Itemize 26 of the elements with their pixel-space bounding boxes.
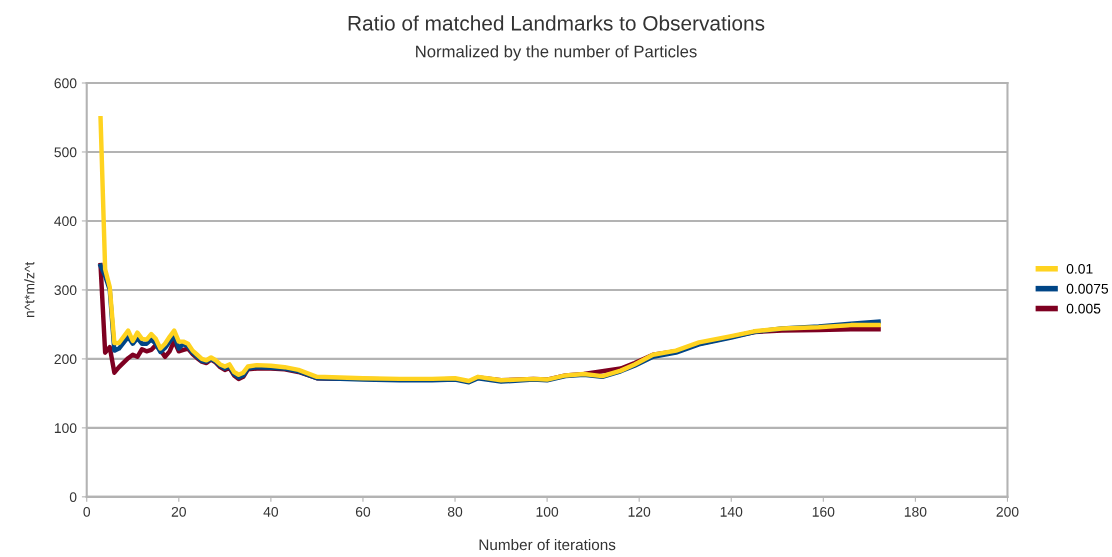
x-tick-label: 120 (628, 506, 651, 517)
x-tick-label: 140 (720, 506, 743, 517)
y-axis-title: n^t*m/z^t (24, 261, 35, 318)
line-series (98, 115, 881, 384)
y-tick-label: 300 (54, 285, 77, 296)
x-tick-label: 80 (447, 506, 463, 517)
y-tick-label: 600 (54, 78, 77, 89)
x-tick-label: 60 (355, 506, 371, 517)
y-tick-label: 400 (54, 216, 77, 227)
x-tick-label: 200 (996, 506, 1019, 517)
x-tick-label: 0 (83, 506, 91, 517)
y-tick-label: 200 (54, 354, 77, 365)
y-tick-label: 0 (69, 492, 77, 503)
legend-label: 0.005 (1066, 303, 1101, 314)
y-tick-label: 100 (54, 423, 77, 434)
x-tick-label: 160 (812, 506, 835, 517)
x-tick-label: 100 (536, 506, 559, 517)
chart-title: Ratio of matched Landmarks to Observations (348, 15, 765, 31)
x-tick-label: 180 (904, 506, 927, 517)
y-tick-label: 500 (54, 147, 77, 158)
legend-label: 0.0075 (1066, 283, 1109, 294)
chart-subtitle: Normalized by the number of Particles (416, 45, 697, 61)
x-tick-label: 20 (171, 506, 186, 517)
x-axis-title: Number of iterations (479, 538, 616, 551)
legend-label: 0.01 (1066, 263, 1093, 274)
x-tick-label: 40 (263, 506, 279, 517)
